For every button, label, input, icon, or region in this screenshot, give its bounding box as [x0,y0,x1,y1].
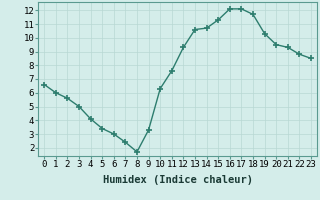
X-axis label: Humidex (Indice chaleur): Humidex (Indice chaleur) [103,175,252,185]
